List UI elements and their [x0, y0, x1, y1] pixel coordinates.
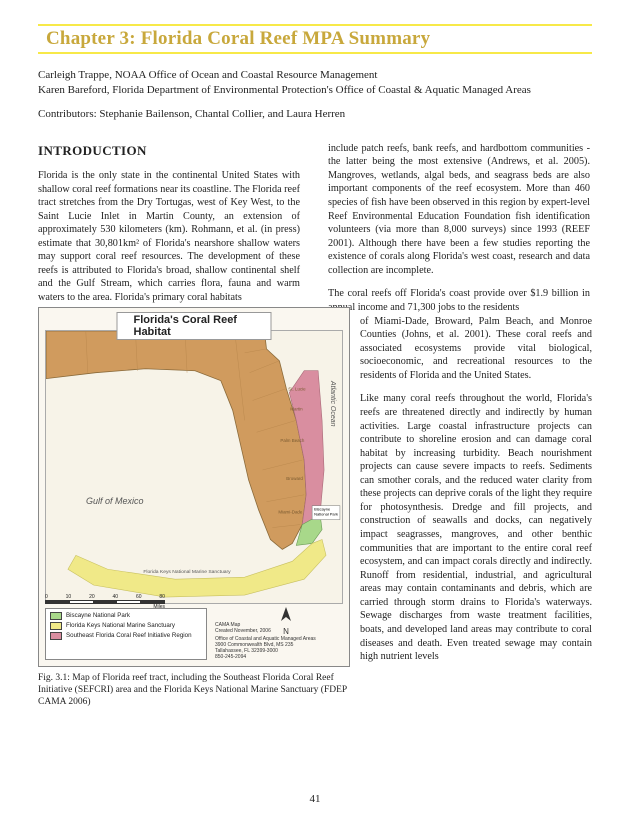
map-frame: Florida's Coral Reef Habitat [38, 307, 350, 667]
threats-paragraph: Like many coral reefs throughout the wor… [360, 392, 592, 663]
author-line: Carleigh Trappe, NOAA Office of Ocean an… [38, 68, 592, 83]
legend-item: Florida Keys National Marine Sanctuary [50, 622, 202, 630]
author-block: Carleigh Trappe, NOAA Office of Ocean an… [38, 68, 592, 98]
svg-text:Martin: Martin [290, 406, 303, 411]
chapter-title: Chapter 3: Florida Coral Reef MPA Summar… [38, 26, 592, 52]
gulf-of-mexico-label: Gulf of Mexico [86, 496, 144, 506]
legend-item: Southeast Florida Coral Reef Initiative … [50, 632, 202, 640]
scale-bar: 0 10 20 40 60 80 Miles [45, 594, 165, 606]
legend-item: Biscayne National Park [50, 612, 202, 620]
svg-text:Miami-Dade: Miami-Dade [278, 509, 303, 514]
map-credit: CAMA Map Created November, 2006 Office o… [215, 622, 343, 660]
page-number: 41 [310, 793, 321, 805]
florida-svg: Biscayne National Park Florida Keys Nati… [46, 331, 342, 603]
left-column: INTRODUCTION Florida is the only state i… [38, 142, 300, 315]
contributors: Contributors: Stephanie Bailenson, Chant… [38, 108, 592, 120]
swatch-icon [50, 632, 62, 640]
intro-paragraph: Florida is the only state in the contine… [38, 169, 300, 305]
map-legend: Biscayne National Park Florida Keys Nati… [45, 608, 207, 660]
fknms-label: Florida Keys National Marine Sanctuary [143, 569, 231, 575]
figure-caption: Fig. 3.1: Map of Florida reef tract, inc… [38, 672, 350, 709]
map-title: Florida's Coral Reef Habitat [117, 312, 272, 340]
svg-text:St. Lucie: St. Lucie [288, 386, 306, 391]
habitat-paragraph: include patch reefs, bank reefs, and har… [328, 142, 590, 278]
right-column-top: include patch reefs, bank reefs, and har… [328, 142, 590, 315]
florida-land [46, 331, 306, 549]
svg-text:Broward: Broward [286, 476, 303, 481]
map-canvas: Biscayne National Park Florida Keys Nati… [45, 330, 343, 604]
svg-text:Palm Beach: Palm Beach [280, 438, 305, 443]
atlantic-ocean-label: Atlantic Ocean [329, 381, 336, 427]
econ-rest: of Miami-Dade, Broward, Palm Beach, and … [360, 315, 592, 383]
svg-text:National Park: National Park [314, 511, 338, 516]
right-column-lower: of Miami-Dade, Broward, Palm Beach, and … [360, 315, 592, 664]
rule-bottom [38, 52, 592, 54]
figure-map: Florida's Coral Reef Habitat [38, 307, 350, 709]
intro-heading: INTRODUCTION [38, 142, 300, 159]
swatch-icon [50, 612, 62, 620]
author-line: Karen Bareford, Florida Department of En… [38, 83, 592, 98]
fknms-region [68, 539, 326, 597]
chapter-header: Chapter 3: Florida Coral Reef MPA Summar… [38, 24, 592, 54]
econ-lead: The coral reefs off Florida's coast prov… [328, 287, 590, 314]
swatch-icon [50, 622, 62, 630]
